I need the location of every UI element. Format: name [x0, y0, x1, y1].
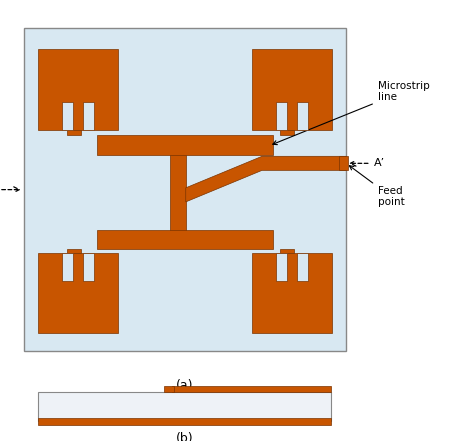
Text: Microstrip
line: Microstrip line [273, 81, 429, 145]
Bar [252, 49, 332, 130]
Bar [37, 253, 118, 333]
Bar [38, 392, 331, 421]
Bar [67, 130, 82, 135]
Bar [97, 135, 273, 154]
Bar [62, 253, 73, 281]
Bar [170, 148, 186, 242]
Bar [276, 102, 287, 130]
Bar [38, 418, 331, 425]
Bar [83, 253, 94, 281]
Bar [297, 102, 308, 130]
Bar [172, 386, 331, 392]
Text: Feed
point: Feed point [349, 166, 404, 207]
Text: (a): (a) [176, 379, 193, 392]
Bar [280, 130, 293, 135]
Bar [62, 102, 73, 130]
Bar [37, 49, 118, 130]
Bar [83, 102, 94, 130]
Polygon shape [186, 156, 346, 202]
Bar [276, 253, 287, 281]
Bar [67, 249, 82, 253]
Bar [280, 249, 293, 253]
Text: (b): (b) [176, 432, 194, 441]
Bar [252, 253, 332, 333]
Text: A’: A’ [374, 158, 385, 168]
Bar [97, 230, 273, 249]
Bar [339, 156, 348, 170]
Bar [164, 386, 173, 392]
Bar [297, 253, 308, 281]
